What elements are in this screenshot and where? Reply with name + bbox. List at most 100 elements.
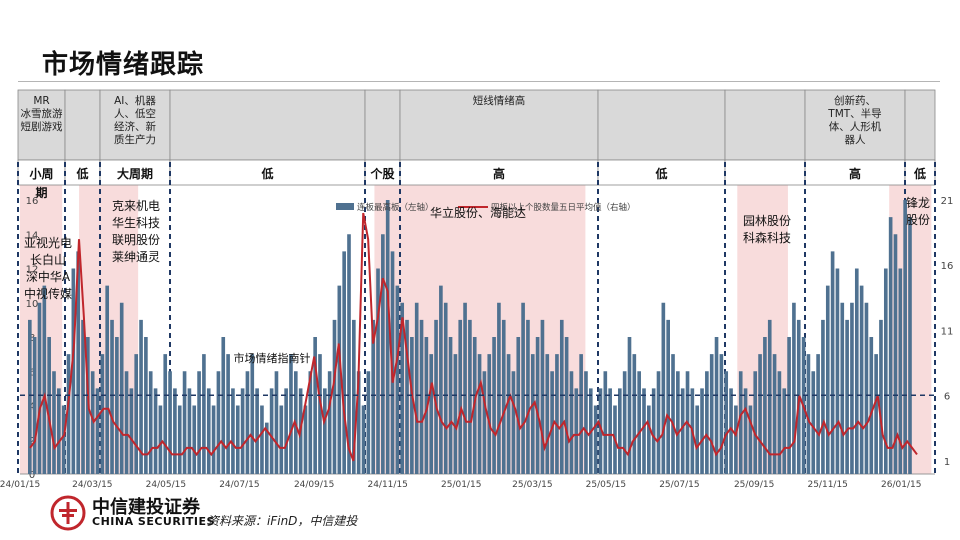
theme-cell bbox=[364, 89, 401, 161]
bar-max-board bbox=[177, 405, 182, 474]
annotation-text: 长白山 bbox=[30, 252, 66, 267]
bar-max-board bbox=[506, 354, 511, 474]
bar-max-board bbox=[825, 285, 830, 474]
title-divider bbox=[18, 81, 940, 82]
bar-max-board bbox=[622, 371, 627, 474]
bar-max-board bbox=[240, 388, 245, 474]
bar-max-board bbox=[482, 371, 487, 474]
bar-max-board bbox=[647, 405, 651, 474]
bar-max-board bbox=[139, 319, 143, 474]
bar-max-board bbox=[463, 302, 467, 474]
x-tick-label: 25/07/15 bbox=[659, 480, 699, 490]
bar-max-board bbox=[767, 319, 772, 474]
bar-max-board bbox=[883, 268, 888, 474]
annotation-text: 股份 bbox=[906, 213, 930, 227]
bar-max-board bbox=[511, 371, 516, 474]
bar-max-board bbox=[584, 371, 588, 474]
bar-max-board bbox=[66, 354, 71, 474]
y-left-tick-label: 2 bbox=[29, 436, 35, 447]
phase-label: 高 bbox=[493, 166, 505, 181]
bar-max-board bbox=[879, 319, 883, 474]
bar-max-board bbox=[458, 319, 463, 474]
x-tick-label: 24/03/15 bbox=[72, 480, 112, 490]
bar-max-board bbox=[574, 388, 579, 474]
bar-max-board bbox=[182, 371, 187, 474]
annotation-text: 克来机电 bbox=[112, 199, 160, 213]
annotation-text: 莱绅通灵 bbox=[112, 250, 160, 264]
bar-max-board bbox=[830, 251, 835, 474]
bar-max-board bbox=[405, 319, 409, 474]
logo-text-cn: 中信建投证券 bbox=[92, 497, 200, 518]
bar-max-board bbox=[395, 285, 400, 474]
bar-max-board bbox=[337, 285, 342, 474]
bar-max-board bbox=[424, 337, 429, 474]
bar-max-board bbox=[332, 319, 337, 474]
theme-label: 人、低空 bbox=[114, 107, 156, 120]
bar-max-board bbox=[264, 422, 269, 474]
bar-max-board bbox=[743, 388, 748, 474]
bar-max-board bbox=[695, 405, 700, 474]
x-tick-label: 24/11/15 bbox=[367, 480, 407, 490]
bar-max-board bbox=[859, 285, 864, 474]
bar-max-board bbox=[477, 354, 482, 474]
bar-max-board bbox=[908, 217, 912, 474]
bar-max-board bbox=[569, 371, 574, 474]
bar-max-board bbox=[235, 405, 240, 474]
bar-max-board bbox=[327, 371, 332, 474]
bar-max-board bbox=[845, 319, 849, 474]
bar-max-board bbox=[100, 354, 105, 474]
annotation-text: 联明股份 bbox=[112, 233, 160, 247]
bar-max-board bbox=[700, 388, 704, 474]
bar-max-board bbox=[550, 371, 554, 474]
bar-max-board bbox=[618, 388, 622, 474]
y-left-tick-label: 0 bbox=[29, 470, 35, 481]
theme-cell bbox=[399, 89, 599, 161]
bar-max-board bbox=[439, 285, 443, 474]
bar-max-board bbox=[811, 371, 816, 474]
data-source: 资料来源：iFinD，中信建投 bbox=[207, 514, 358, 528]
bar-max-board bbox=[28, 319, 32, 474]
theme-label: 经济、新 bbox=[114, 120, 156, 133]
y-left-tick-label: 14 bbox=[26, 230, 39, 241]
bar-max-board bbox=[579, 354, 583, 474]
bar-max-board bbox=[516, 337, 521, 474]
bar-max-board bbox=[651, 388, 656, 474]
phase-label: 个股 bbox=[369, 166, 395, 181]
bar-max-board bbox=[821, 319, 825, 474]
theme-label: TMT、半导 bbox=[827, 107, 881, 120]
bar-max-board bbox=[260, 405, 264, 474]
phase-label: 低 bbox=[75, 166, 88, 181]
bar-max-board bbox=[274, 371, 279, 474]
phase-label: 小周 bbox=[29, 166, 53, 181]
bar-max-board bbox=[105, 285, 110, 474]
legend-swatch-bar bbox=[336, 203, 354, 210]
bar-max-board bbox=[308, 371, 313, 474]
bar-max-board bbox=[313, 337, 317, 474]
bar-max-board bbox=[95, 388, 100, 474]
theme-label: 体、人形机 bbox=[829, 120, 882, 133]
bar-max-board bbox=[497, 302, 501, 474]
theme-cell bbox=[804, 89, 906, 161]
y-left-tick-label: 12 bbox=[26, 265, 39, 276]
bar-max-board bbox=[231, 388, 235, 474]
phase-cell bbox=[597, 159, 726, 186]
annotation-text: 华生科技 bbox=[112, 216, 160, 230]
y-right-tick-label: 11 bbox=[941, 326, 954, 337]
theme-label: AI、机器 bbox=[114, 94, 156, 107]
bar-max-board bbox=[124, 371, 129, 474]
bar-max-board bbox=[342, 251, 346, 474]
bar-max-board bbox=[289, 354, 293, 474]
bar-max-board bbox=[501, 319, 506, 474]
bar-max-board bbox=[269, 388, 274, 474]
bar-max-board bbox=[429, 354, 434, 474]
bar-max-board bbox=[680, 388, 685, 474]
annotation-text: 锋龙 bbox=[906, 196, 930, 210]
bar-max-board bbox=[47, 337, 51, 474]
bar-max-board bbox=[119, 302, 124, 474]
bar-max-board bbox=[153, 388, 158, 474]
bar-max-board bbox=[434, 319, 438, 474]
bar-max-board bbox=[535, 337, 540, 474]
bar-max-board bbox=[492, 337, 496, 474]
bar-max-board bbox=[898, 268, 903, 474]
bar-max-board bbox=[366, 371, 371, 474]
